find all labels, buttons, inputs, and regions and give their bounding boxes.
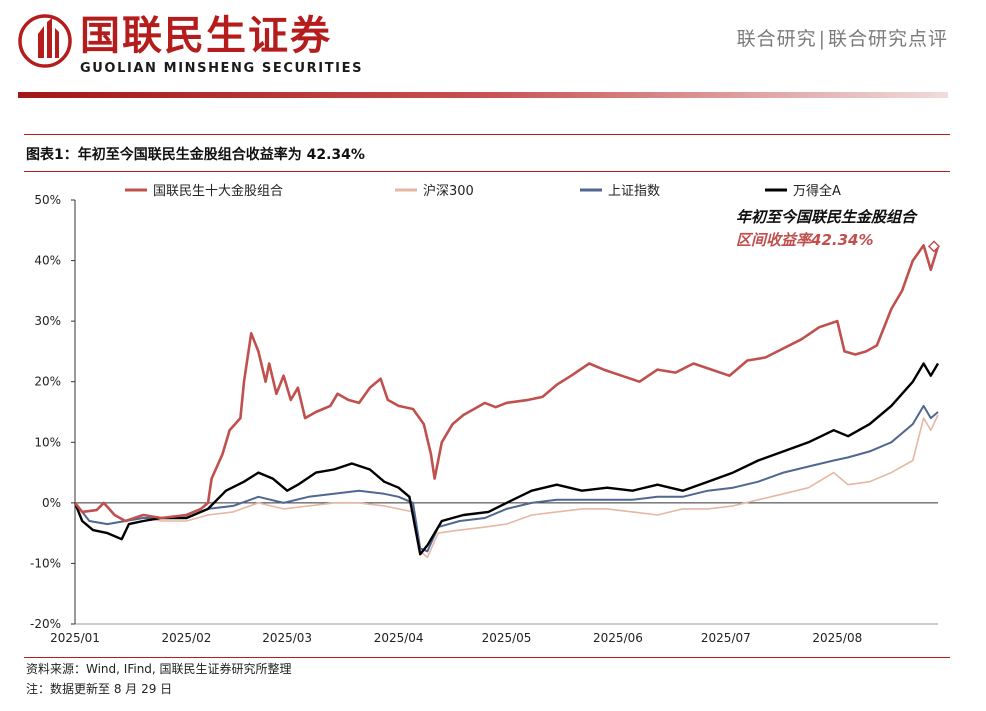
y-tick-label: 50% xyxy=(34,193,61,207)
data-source-note: 资料来源：Wind, IFind, 国联民生证券研究所整理 xyxy=(26,662,292,676)
source-rule xyxy=(24,657,950,658)
breadcrumb-separator: | xyxy=(818,28,826,50)
annotation-return: 区间收益率42.34% xyxy=(736,231,873,249)
series-line xyxy=(73,362,940,556)
header-divider-bar xyxy=(18,92,948,98)
annotation-title: 年初至今国联民生金股组合 xyxy=(736,208,918,226)
y-tick-label: 40% xyxy=(34,254,61,268)
brand-name-cn: 国联民生证券 xyxy=(80,13,332,59)
y-tick-label: -20% xyxy=(30,617,61,631)
figure-title: 图表1：年初至今国联民生金股组合收益率为 42.34% xyxy=(26,147,365,163)
data-update-note: 注：数据更新至 8 月 29 日 xyxy=(26,682,173,696)
series-line xyxy=(74,404,939,553)
line-chart: 50% 40% 30% 20% 10% 0% -10% -20%2025/01 2025/02 2… xyxy=(30,183,941,645)
x-tick-label: 2025/06 xyxy=(593,631,643,645)
breadcrumb: 联合研究 | 联合研究点评 xyxy=(737,24,948,51)
legend-label: 沪深300 xyxy=(423,183,474,199)
logo-icon xyxy=(18,14,72,68)
series-line xyxy=(73,244,940,523)
breadcrumb-item-joint-research-review[interactable]: 联合研究点评 xyxy=(827,28,948,50)
x-tick-label: 2025/05 xyxy=(482,631,532,645)
annotation-marker xyxy=(927,240,941,253)
report-header: 国联民生证券 GUOLIAN MINSHENG SECURITIES 联合研究 |… xyxy=(0,0,986,100)
y-tick-label: 20% xyxy=(34,375,61,389)
x-tick-label: 2025/01 xyxy=(50,631,100,645)
legend-label: 国联民生十大金股组合 xyxy=(153,183,283,199)
series-line xyxy=(74,414,939,559)
legend-label: 万得全A xyxy=(793,183,841,199)
x-tick-label: 2025/03 xyxy=(262,631,312,645)
y-tick-label: 0% xyxy=(42,496,61,510)
y-tick-label: -10% xyxy=(30,556,61,570)
breadcrumb-item-joint-research[interactable]: 联合研究 xyxy=(736,28,817,50)
x-tick-label: 2025/08 xyxy=(812,631,862,645)
figure-title-top-rule xyxy=(24,134,950,135)
legend-label: 上证指数 xyxy=(608,184,660,199)
brand-name-en: GUOLIAN MINSHENG SECURITIES xyxy=(80,61,364,76)
x-tick-label: 2025/04 xyxy=(374,631,424,645)
x-tick-label: 2025/07 xyxy=(701,631,751,645)
figure-title-bottom-rule xyxy=(24,171,950,172)
x-tick-label: 2025/02 xyxy=(162,631,212,645)
y-tick-label: 30% xyxy=(34,314,61,328)
y-tick-label: 10% xyxy=(34,435,61,449)
